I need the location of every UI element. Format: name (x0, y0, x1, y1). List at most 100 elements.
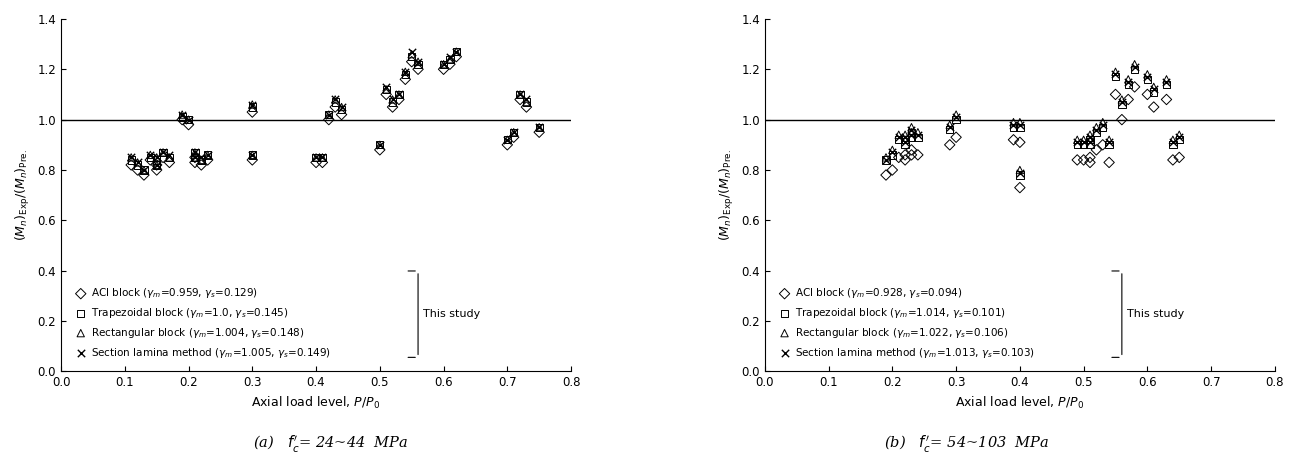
Point (1124, 83, 1145, 91)
Point (1010, 184, 1031, 191)
Point (127, 159, 148, 166)
Point (331, 103, 352, 111)
Point (881, 151, 902, 159)
Point (1093, 124, 1114, 131)
Point (178, 116, 199, 123)
Point (440, 56, 461, 63)
Point (1067, 141, 1088, 149)
Point (901, 124, 922, 131)
Point (121, 154, 141, 161)
Point (940, 141, 961, 149)
Point (1105, 91, 1125, 98)
Point (447, 48, 467, 55)
Point (504, 129, 524, 136)
Point (241, 108, 262, 116)
Point (178, 116, 199, 123)
Point (370, 141, 391, 149)
Point (401, 53, 422, 60)
Point (434, 66, 454, 73)
Point (312, 154, 332, 161)
Point (331, 103, 352, 111)
Point (1144, 103, 1164, 111)
Point (191, 156, 212, 164)
Point (1010, 121, 1031, 128)
Point (1093, 121, 1114, 128)
Point (1010, 166, 1031, 173)
Point (876, 154, 897, 161)
Point (1098, 136, 1119, 144)
Point (510, 91, 531, 98)
Point (1073, 156, 1094, 164)
Point (121, 161, 141, 169)
Point (1086, 146, 1107, 154)
Point (1118, 81, 1138, 88)
Point (1163, 141, 1184, 149)
Point (894, 141, 915, 149)
Point (241, 101, 262, 108)
Point (1144, 88, 1164, 96)
Point (160, 154, 180, 161)
Point (121, 156, 141, 164)
Point (191, 154, 212, 161)
Point (191, 161, 212, 169)
Legend: ACI block ($\gamma_m$=0.959, $\gamma_s$=0.129), Trapezoidal block ($\gamma_m$=1.: ACI block ($\gamma_m$=0.959, $\gamma_s$=… (71, 283, 334, 363)
Point (388, 96, 409, 103)
Point (1111, 116, 1132, 123)
Text: (b)   $f_c^{\prime}$= 54~103  MPa: (b) $f_c^{\prime}$= 54~103 MPa (884, 434, 1050, 453)
Point (184, 149, 205, 156)
Point (497, 141, 518, 149)
Point (376, 86, 397, 93)
Point (447, 53, 467, 60)
Point (134, 171, 154, 178)
Point (1118, 76, 1138, 83)
Point (440, 56, 461, 63)
Point (1118, 96, 1138, 103)
Point (241, 101, 262, 108)
Point (907, 134, 928, 141)
Point (324, 96, 345, 103)
Point (1093, 119, 1114, 126)
Point (1080, 141, 1101, 149)
Point (434, 61, 454, 68)
Point (147, 161, 167, 169)
Point (184, 149, 205, 156)
Point (510, 91, 531, 98)
Point (1157, 81, 1177, 88)
Point (153, 149, 174, 156)
Point (1098, 141, 1119, 149)
Point (528, 124, 549, 131)
Y-axis label: $(M_n)_{\mathrm{Exp}}/(M_n)_{\mathrm{Pre.}}$: $(M_n)_{\mathrm{Exp}}/(M_n)_{\mathrm{Pre… (14, 149, 32, 241)
Point (331, 106, 352, 113)
Point (305, 159, 326, 166)
Point (305, 154, 326, 161)
Point (510, 96, 531, 103)
Point (160, 151, 180, 159)
Point (370, 141, 391, 149)
Point (241, 151, 262, 159)
Point (894, 156, 915, 164)
Point (134, 166, 154, 173)
Point (1067, 139, 1088, 146)
Point (318, 111, 339, 118)
Point (1124, 63, 1145, 70)
Point (147, 161, 167, 169)
Point (171, 116, 192, 123)
Point (1080, 134, 1101, 141)
Point (127, 159, 148, 166)
Point (197, 151, 218, 159)
Point (1157, 96, 1177, 103)
Point (940, 121, 961, 128)
Point (1105, 73, 1125, 81)
Point (178, 116, 199, 123)
Point (197, 151, 218, 159)
Point (147, 161, 167, 169)
Point (1118, 78, 1138, 86)
Point (1080, 131, 1101, 138)
Point (382, 96, 402, 103)
Point (510, 91, 531, 98)
Point (528, 124, 549, 131)
Point (140, 151, 161, 159)
Point (1169, 134, 1190, 141)
Point (160, 154, 180, 161)
Point (1111, 101, 1132, 108)
